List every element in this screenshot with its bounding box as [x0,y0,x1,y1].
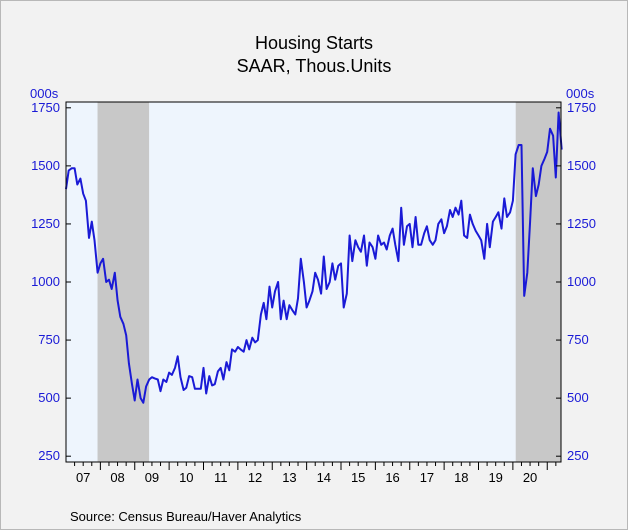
ytick-label-right-750: 750 [567,332,589,347]
ytick-label-right-500: 500 [567,390,589,405]
ytick-label-left-1750: 1750 [31,100,60,115]
chart-title: Housing Starts [254,33,374,53]
xtick-label-19: 19 [488,470,502,485]
ytick-label-left-1500: 1500 [31,158,60,173]
xtick-label-13: 13 [282,470,296,485]
xtick-label-16: 16 [385,470,399,485]
xtick-label-12: 12 [248,470,262,485]
xtick-label-14: 14 [317,470,331,485]
xtick-label-15: 15 [351,470,365,485]
ytick-label-right-1000: 1000 [567,274,596,289]
xtick-label-17: 17 [420,470,434,485]
housing-starts-line [65,111,563,404]
xtick-label-10: 10 [179,470,193,485]
ytick-label-right-1500: 1500 [567,158,596,173]
ytick-label-right-1750: 1750 [567,100,596,115]
xtick-label-09: 09 [145,470,159,485]
left-axis-unit: 000s [30,86,59,101]
ytick-label-left-1250: 1250 [31,216,60,231]
ytick-label-left-750: 750 [38,332,60,347]
chart-subtitle: SAAR, Thous.Units [236,56,392,76]
right-axis-unit: 000s [566,86,595,101]
xtick-label-07: 07 [76,470,90,485]
ytick-label-right-250: 250 [567,448,589,463]
ytick-label-left-1000: 1000 [31,274,60,289]
xtick-label-18: 18 [454,470,468,485]
xtick-label-11: 11 [214,470,228,485]
xtick-label-20: 20 [523,470,537,485]
ytick-label-left-250: 250 [38,448,60,463]
ytick-label-right-1250: 1250 [567,216,596,231]
ytick-label-left-500: 500 [38,390,60,405]
xtick-label-08: 08 [110,470,124,485]
source-note: Source: Census Bureau/Haver Analytics [70,509,302,524]
